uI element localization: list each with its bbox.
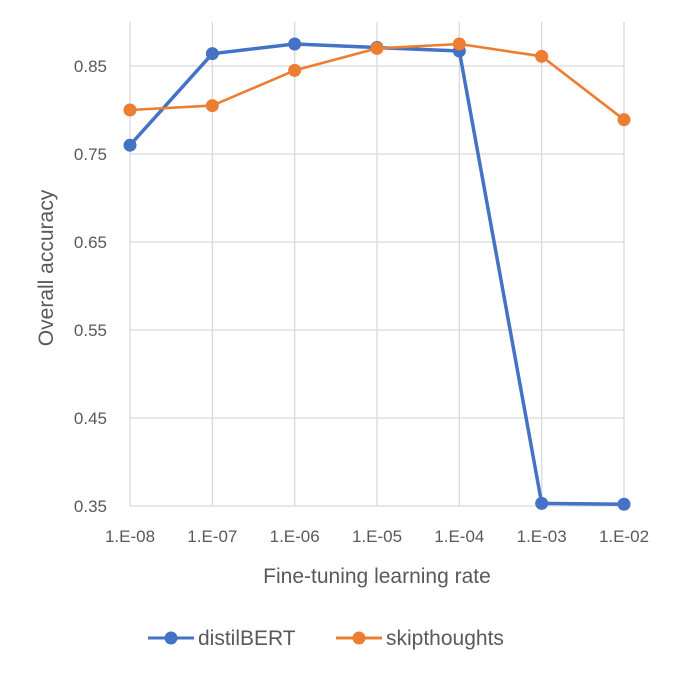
x-tick-label: 1.E-02 — [599, 527, 649, 546]
series-lines — [123, 37, 631, 511]
data-point-distilbert — [535, 496, 549, 510]
x-axis-title: Fine-tuning learning rate — [263, 565, 491, 588]
y-tick-label: 0.45 — [74, 409, 107, 428]
x-tick-label: 1.E-04 — [434, 527, 484, 546]
y-tick-label: 0.65 — [74, 233, 107, 252]
data-point-skipthoughts — [452, 37, 466, 51]
data-point-distilbert — [288, 37, 302, 51]
legend: distilBERT skipthoughts — [148, 627, 504, 650]
x-tick-label: 1.E-05 — [352, 527, 402, 546]
x-tick-labels: 1.E-08 1.E-07 1.E-06 1.E-05 1.E-04 1.E-03 1.E-… — [105, 527, 649, 546]
legend-item-distilbert: distilBERT — [148, 627, 296, 650]
y-tick-label: 0.85 — [74, 57, 107, 76]
data-point-distilbert — [205, 47, 219, 61]
data-point-skipthoughts — [123, 103, 137, 117]
legend-marker-distilbert — [164, 631, 178, 645]
x-tick-label: 1.E-03 — [517, 527, 567, 546]
series-skipthoughts — [123, 37, 631, 127]
x-tick-label: 1.E-07 — [187, 527, 237, 546]
legend-label-distilbert: distilBERT — [198, 627, 296, 650]
gridlines — [129, 22, 625, 507]
legend-label-skipthoughts: skipthoughts — [386, 627, 504, 650]
y-axis-title: Overall accuracy — [35, 189, 58, 346]
legend-item-skipthoughts: skipthoughts — [336, 627, 504, 650]
data-point-distilbert — [617, 497, 631, 511]
data-point-skipthoughts — [370, 41, 384, 55]
data-point-skipthoughts — [205, 99, 219, 113]
x-tick-label: 1.E-08 — [105, 527, 155, 546]
y-tick-label: 0.35 — [74, 497, 107, 516]
y-tick-label: 0.75 — [74, 145, 107, 164]
y-tick-label: 0.55 — [74, 321, 107, 340]
data-point-skipthoughts — [617, 113, 631, 127]
y-tick-labels: 0.35 0.45 0.55 0.65 0.75 0.85 — [74, 57, 107, 516]
data-point-skipthoughts — [535, 49, 549, 63]
data-point-skipthoughts — [288, 63, 302, 77]
x-tick-label: 1.E-06 — [270, 527, 320, 546]
legend-marker-skipthoughts — [352, 631, 366, 645]
data-point-distilbert — [123, 138, 137, 152]
